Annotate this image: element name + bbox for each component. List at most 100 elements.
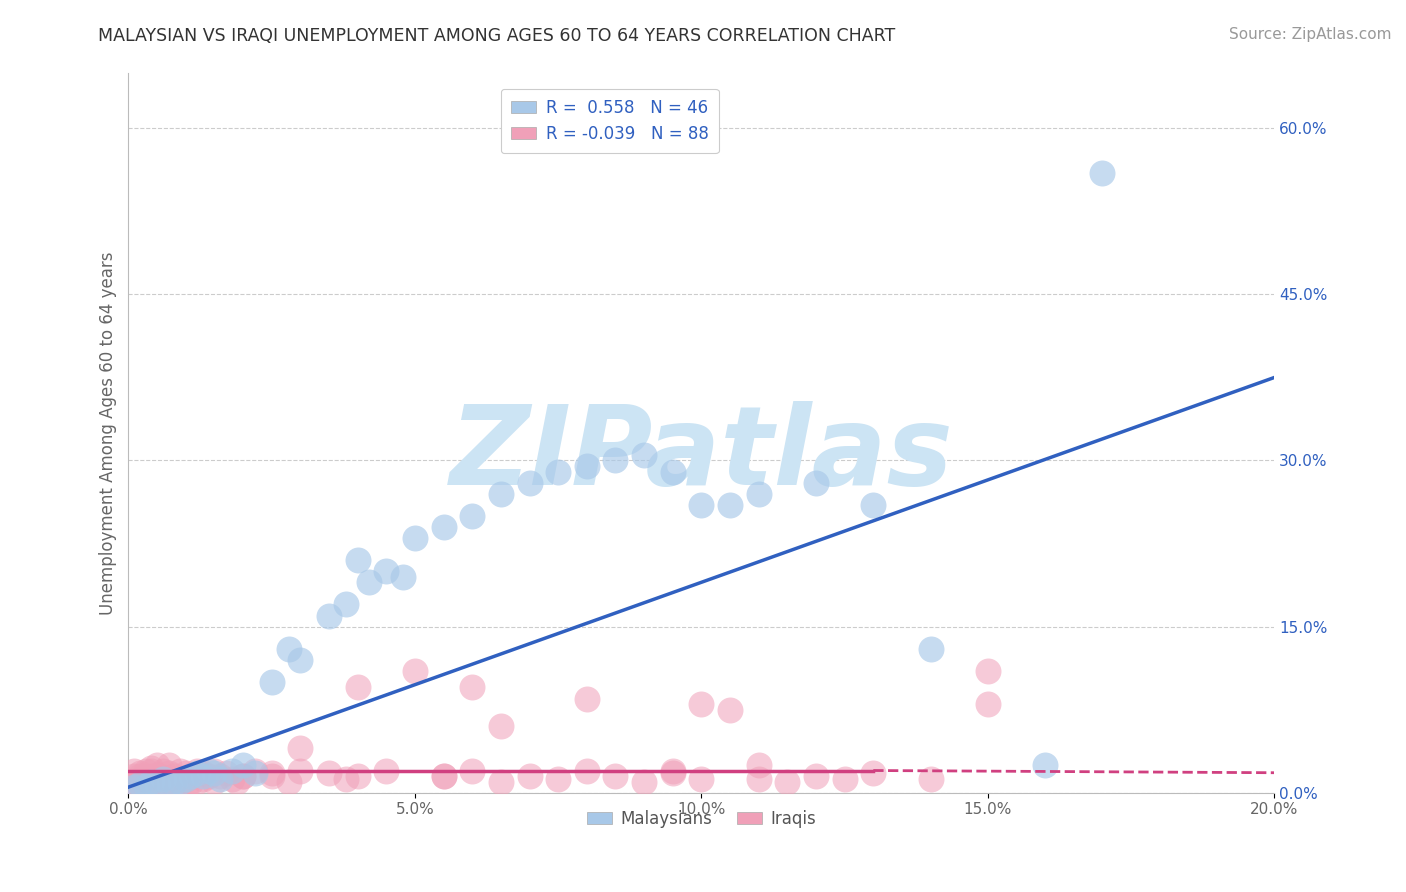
Point xyxy=(461,764,484,778)
Point xyxy=(129,772,152,787)
Point xyxy=(547,465,569,479)
Point xyxy=(748,772,770,787)
Point xyxy=(359,575,381,590)
Point xyxy=(346,681,368,695)
Point xyxy=(191,772,214,787)
Point xyxy=(718,703,741,717)
Point xyxy=(129,777,152,791)
Point xyxy=(141,774,163,789)
Point xyxy=(135,772,157,787)
Point xyxy=(169,774,191,789)
Point xyxy=(243,764,266,778)
Point xyxy=(1091,166,1114,180)
Point xyxy=(129,769,152,783)
Point xyxy=(404,664,426,678)
Point xyxy=(209,772,232,787)
Point xyxy=(146,774,169,789)
Point xyxy=(197,769,219,783)
Point xyxy=(180,768,202,782)
Point xyxy=(260,765,283,780)
Point xyxy=(461,508,484,523)
Point xyxy=(232,758,254,772)
Point xyxy=(662,765,685,780)
Point xyxy=(575,764,598,778)
Point xyxy=(804,475,827,490)
Point xyxy=(191,765,214,780)
Point xyxy=(152,772,174,787)
Point xyxy=(232,769,254,783)
Point xyxy=(346,553,368,567)
Point xyxy=(180,769,202,783)
Point xyxy=(489,719,512,733)
Point xyxy=(920,641,942,656)
Point xyxy=(141,761,163,775)
Point xyxy=(547,772,569,787)
Point xyxy=(146,768,169,782)
Point xyxy=(776,774,799,789)
Point xyxy=(135,778,157,792)
Point xyxy=(169,774,191,789)
Point xyxy=(862,765,884,780)
Point xyxy=(157,758,180,772)
Point xyxy=(197,764,219,778)
Point xyxy=(141,764,163,778)
Point xyxy=(633,774,655,789)
Point xyxy=(605,453,627,467)
Point xyxy=(862,498,884,512)
Point xyxy=(129,765,152,780)
Point xyxy=(718,498,741,512)
Point xyxy=(163,775,186,789)
Point xyxy=(834,772,856,787)
Point xyxy=(146,777,169,791)
Point xyxy=(519,769,541,783)
Point xyxy=(169,764,191,778)
Point xyxy=(375,564,398,578)
Point xyxy=(977,697,1000,711)
Point xyxy=(690,772,713,787)
Point xyxy=(920,772,942,787)
Text: Source: ZipAtlas.com: Source: ZipAtlas.com xyxy=(1229,27,1392,42)
Point xyxy=(209,769,232,783)
Point xyxy=(748,486,770,500)
Point xyxy=(277,774,299,789)
Point xyxy=(157,774,180,789)
Point xyxy=(290,764,312,778)
Point xyxy=(122,764,145,778)
Point xyxy=(221,764,243,778)
Point xyxy=(804,769,827,783)
Point xyxy=(575,458,598,473)
Point xyxy=(135,779,157,793)
Point xyxy=(146,769,169,783)
Point xyxy=(163,777,186,791)
Point xyxy=(152,774,174,789)
Y-axis label: Unemployment Among Ages 60 to 64 years: Unemployment Among Ages 60 to 64 years xyxy=(100,251,117,615)
Point xyxy=(433,769,456,783)
Point xyxy=(232,769,254,783)
Point xyxy=(335,598,357,612)
Point xyxy=(335,772,357,787)
Point xyxy=(433,520,456,534)
Point xyxy=(633,448,655,462)
Point xyxy=(662,764,685,778)
Point xyxy=(662,465,685,479)
Point xyxy=(186,764,208,778)
Point xyxy=(152,770,174,784)
Point xyxy=(392,570,415,584)
Point xyxy=(260,675,283,690)
Point xyxy=(174,780,197,794)
Point xyxy=(519,475,541,490)
Point xyxy=(1033,758,1056,772)
Point xyxy=(129,777,152,791)
Point xyxy=(404,531,426,545)
Point xyxy=(318,765,340,780)
Point xyxy=(977,664,1000,678)
Point xyxy=(375,764,398,778)
Point xyxy=(605,769,627,783)
Point xyxy=(346,769,368,783)
Point xyxy=(157,778,180,792)
Point xyxy=(461,681,484,695)
Point xyxy=(152,764,174,778)
Point xyxy=(122,769,145,783)
Point xyxy=(202,774,225,789)
Point xyxy=(243,765,266,780)
